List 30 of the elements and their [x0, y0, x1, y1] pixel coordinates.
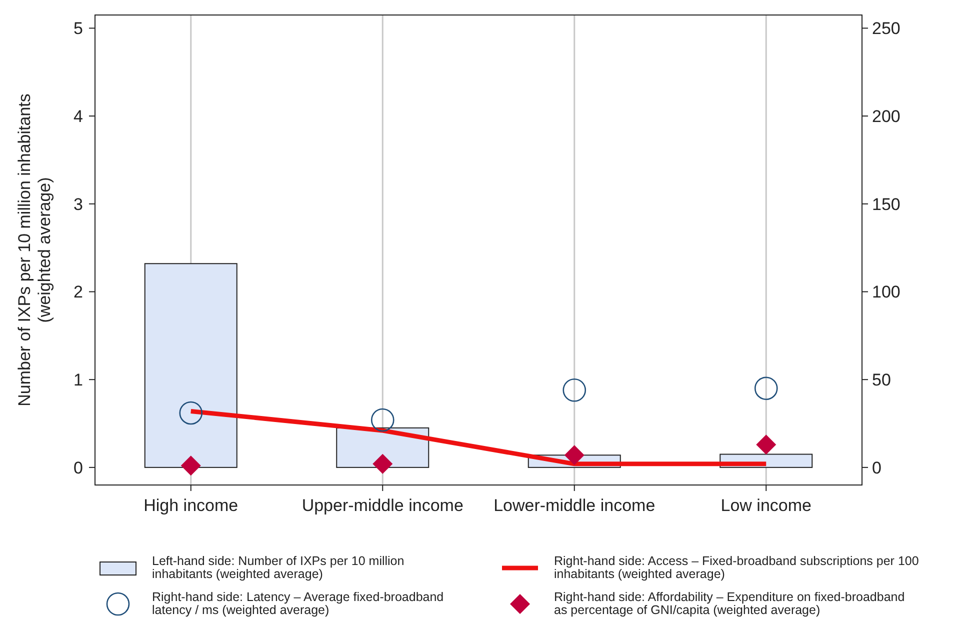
y-tick-label: 4: [74, 106, 83, 126]
point: [562, 378, 586, 402]
x-tick-label: High income: [144, 496, 238, 515]
y-tick-label: 0: [74, 458, 83, 478]
legend-label: Left-hand side: Number of IXPs per 10 million inhabitants (weighted average): [152, 554, 404, 581]
point: [756, 434, 776, 455]
legend-label: Right-hand side: Latency – Average fixed-broadband latency / ms (weighted average): [152, 590, 444, 617]
y-tick-label: 3: [74, 194, 83, 214]
point: [370, 408, 394, 432]
x-tick-label: Upper-middle income: [302, 496, 464, 515]
x-tick-label: Low income: [720, 496, 812, 515]
y2-tick-label: 150: [872, 194, 900, 214]
point: [179, 401, 203, 425]
y2-tick-label: 100: [872, 282, 900, 302]
y2-tick-label: 200: [872, 106, 900, 126]
bar: [144, 263, 238, 468]
y2-tick-label: 250: [872, 19, 900, 38]
point: [180, 456, 201, 476]
x-tick-label: Lower-middle income: [494, 496, 656, 515]
point: [564, 445, 584, 466]
legend-label: Right-hand side: Affordability – Expenditure on fixed-broadband as percentage of GNI/capita (weighted average): [554, 590, 905, 617]
y-tick-label: 1: [74, 370, 83, 390]
y2-tick-label: 0: [872, 458, 882, 478]
y-tick-label: 5: [74, 19, 83, 38]
point: [754, 376, 778, 400]
legend-label: Right-hand side: Access – Fixed-broadband subscriptions per 100 inhabitants (weighted average): [554, 554, 919, 581]
y-tick-label: 2: [74, 282, 83, 302]
point: [372, 454, 393, 474]
y-axis-title: Number of IXPs per 10 million inhabitants (weighted average): [15, 94, 54, 406]
y2-tick-label: 50: [872, 370, 891, 390]
